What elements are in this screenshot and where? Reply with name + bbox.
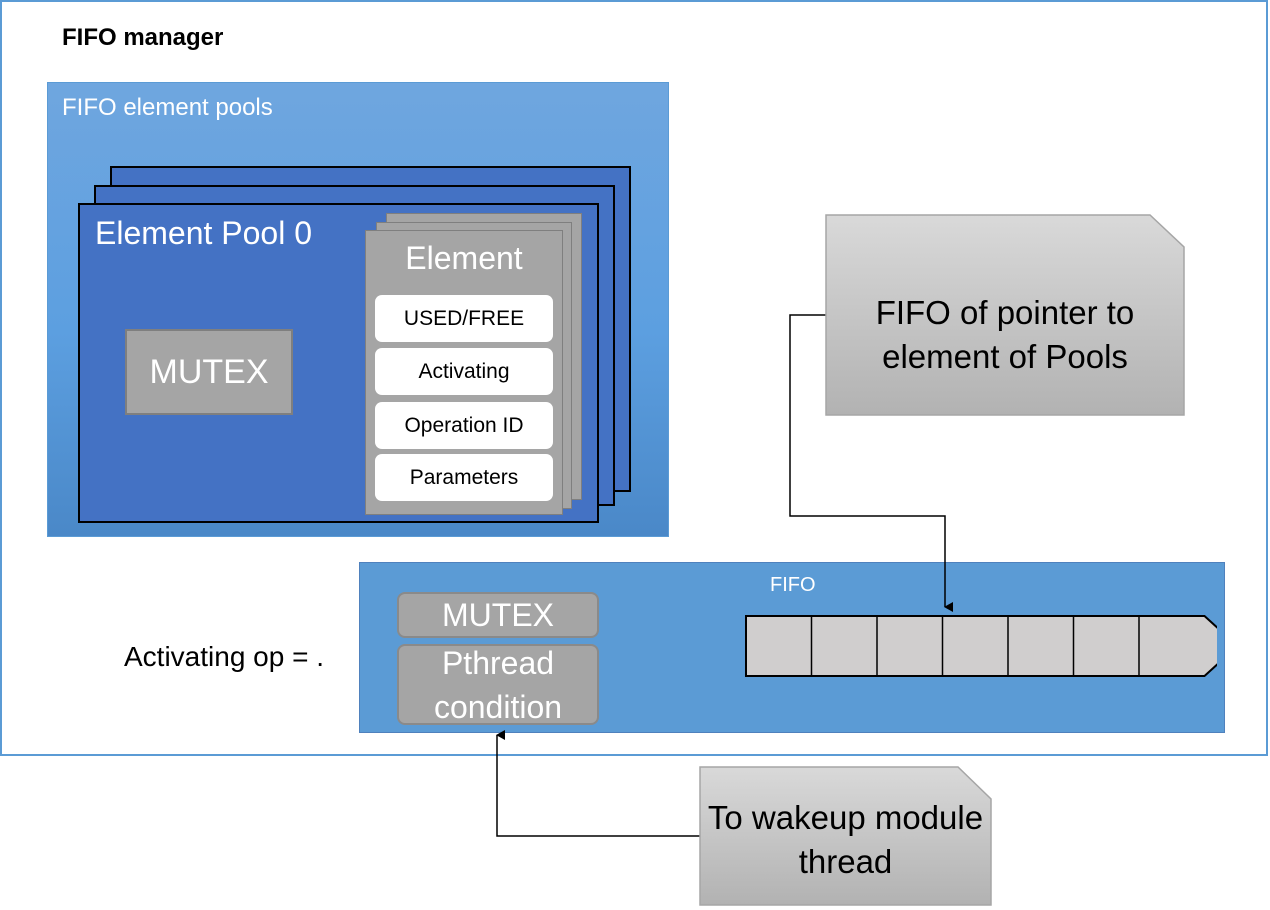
fifo-manager-title: FIFO manager [62,24,224,51]
fifo-label: FIFO [770,574,816,596]
element-field-operation-id: Operation ID [375,402,553,449]
element-pool-title: Element Pool 0 [95,215,313,251]
fifo-queue-outline [745,615,1217,677]
pointer-fifo-note-shape [825,214,1185,416]
fifo-queue [745,615,1217,677]
element-field-parameters: Parameters [375,454,553,501]
pthread-condition-box: Pthread condition [397,644,599,725]
pointer-fifo-note-text: FIFO of pointer to element of Pools [875,294,1135,375]
element-field-activating: Activating [375,348,553,395]
element-title: Element [405,240,523,276]
wakeup-note-shape [699,766,992,906]
fifo-mutex-box: MUTEX [397,592,599,638]
element-field-used-free: USED/FREE [375,295,553,342]
wakeup-note-text: To wakeup module thread [707,799,984,880]
pool-mutex-label: MUTEX [149,352,269,391]
pointer-connector [789,314,953,612]
pool-mutex-box [125,329,293,415]
activating-op-text: Activating op = . [124,641,325,672]
element-pools-title: FIFO element pools [62,94,273,121]
wakeup-connector [496,730,700,837]
